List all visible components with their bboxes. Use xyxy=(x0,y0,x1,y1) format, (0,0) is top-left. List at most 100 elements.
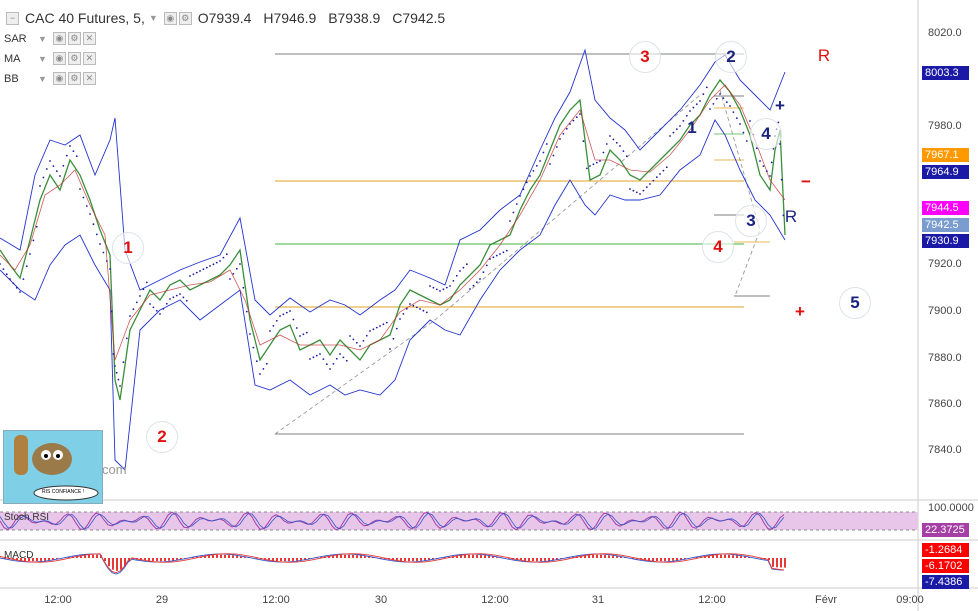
macd-bar xyxy=(180,558,182,560)
eye-icon[interactable]: ◉ xyxy=(163,11,177,25)
sar-dot xyxy=(299,335,301,337)
sar-dot xyxy=(85,205,88,207)
sar-dot xyxy=(485,264,488,267)
sar-dot xyxy=(655,176,658,179)
settings-icon[interactable]: ⚙ xyxy=(67,32,81,45)
collapse-icon[interactable]: − xyxy=(6,11,19,25)
sar-dot xyxy=(349,335,351,337)
sar-dot xyxy=(609,135,611,137)
macd-bar xyxy=(492,556,494,558)
settings-icon[interactable]: ⚙ xyxy=(67,72,81,85)
sar-dot xyxy=(475,281,478,284)
sar-dot xyxy=(692,106,695,109)
sar-dot xyxy=(615,141,618,144)
wave-label-r: R xyxy=(817,46,831,65)
sar-dot xyxy=(599,160,601,162)
macd-bar xyxy=(308,558,310,559)
sar-dot xyxy=(162,308,165,310)
sar-dot xyxy=(182,296,185,299)
macd-bar xyxy=(716,554,718,558)
macd-bar xyxy=(732,555,734,559)
sar-dot xyxy=(682,120,685,122)
sar-dot xyxy=(119,385,121,387)
minus-marker-icon: − xyxy=(801,172,811,191)
macd-bar xyxy=(592,554,594,558)
macd-bar xyxy=(392,558,394,561)
macd-bar xyxy=(420,558,422,561)
sar-dot xyxy=(169,298,171,300)
macd-bar xyxy=(80,555,82,558)
macd-bar xyxy=(380,558,382,559)
close-icon[interactable]: ✕ xyxy=(82,72,96,85)
macd-bar xyxy=(488,555,490,558)
macd-label: MACD xyxy=(4,550,34,561)
time-tick: 12:00 xyxy=(698,594,726,606)
sar-dot xyxy=(685,114,688,117)
sar-dot xyxy=(770,161,773,164)
settings-icon[interactable]: ⚙ xyxy=(67,52,81,65)
price-tick: 7900.0 xyxy=(928,305,962,317)
settings-icon[interactable]: ⚙ xyxy=(178,11,192,25)
sar-dot xyxy=(149,303,151,305)
macd-bar xyxy=(132,558,134,559)
macd-value: -7.4386 xyxy=(922,575,969,589)
macd-bar xyxy=(616,556,618,558)
sar-dot xyxy=(525,181,528,184)
sar-dot xyxy=(452,280,455,282)
sar-dot xyxy=(225,253,228,256)
open-value: O7939.4 xyxy=(197,10,252,26)
sar-dot xyxy=(629,188,631,190)
macd-bar xyxy=(656,558,658,562)
sar-dot xyxy=(442,288,445,291)
close-icon[interactable]: ✕ xyxy=(82,52,96,65)
ohlc-values: O7939.4 H7946.9 B7938.9 C7942.5 xyxy=(198,10,453,26)
macd-bar xyxy=(88,554,90,558)
macd-bar xyxy=(768,558,770,561)
chevron-down-icon[interactable]: ▼ xyxy=(148,13,158,23)
indicator-bb[interactable]: BB ▼ ◉ ⚙ ✕ xyxy=(4,72,96,85)
indicator-sar[interactable]: SAR ▼ ◉ ⚙ ✕ xyxy=(4,32,96,45)
sar-dot xyxy=(545,143,548,145)
sar-dot xyxy=(69,145,71,147)
sar-dot xyxy=(472,284,475,287)
sar-dot xyxy=(75,155,78,158)
wave-circle xyxy=(715,41,747,73)
symbol-title: CAC 40 Futures, 5, xyxy=(25,10,145,26)
macd-bar xyxy=(476,554,478,558)
sar-dot xyxy=(215,261,218,264)
sar-dot xyxy=(369,330,371,332)
macd-bar xyxy=(336,555,338,558)
sar-dot xyxy=(292,318,295,321)
time-tick: 12:00 xyxy=(44,594,72,606)
chevron-down-icon[interactable]: ▼ xyxy=(38,73,47,84)
close-icon[interactable]: ✕ xyxy=(82,32,96,45)
macd-bar xyxy=(428,558,430,560)
chevron-down-icon[interactable]: ▼ xyxy=(38,53,47,64)
macd-bar xyxy=(288,558,290,562)
macd-bar xyxy=(24,558,26,561)
time-tick: 31 xyxy=(591,594,605,606)
price-tick: 7980.0 xyxy=(928,120,962,132)
macd-bar xyxy=(632,558,634,559)
sar-dot xyxy=(32,239,35,242)
sar-dot xyxy=(302,333,305,336)
price-tag: 7964.9 xyxy=(922,165,969,179)
macd-bar xyxy=(524,558,526,561)
sar-dot xyxy=(39,185,41,187)
sar-dot xyxy=(579,113,581,115)
sar-dot xyxy=(95,233,98,236)
chevron-down-icon[interactable]: ▼ xyxy=(38,33,47,44)
sar-dot xyxy=(499,253,501,255)
sar-dot xyxy=(435,288,438,291)
macd-bar xyxy=(556,558,558,560)
macd-bar xyxy=(412,558,414,562)
sar-dot xyxy=(675,128,678,131)
indicator-ma[interactable]: MA ▼ ◉ ⚙ ✕ xyxy=(4,52,96,65)
macd-bar xyxy=(456,555,458,558)
macd-bar xyxy=(28,558,30,562)
sar-dot xyxy=(605,143,608,145)
eye-icon[interactable]: ◉ xyxy=(52,72,66,85)
eye-icon[interactable]: ◉ xyxy=(52,52,66,65)
eye-icon[interactable]: ◉ xyxy=(52,32,66,45)
